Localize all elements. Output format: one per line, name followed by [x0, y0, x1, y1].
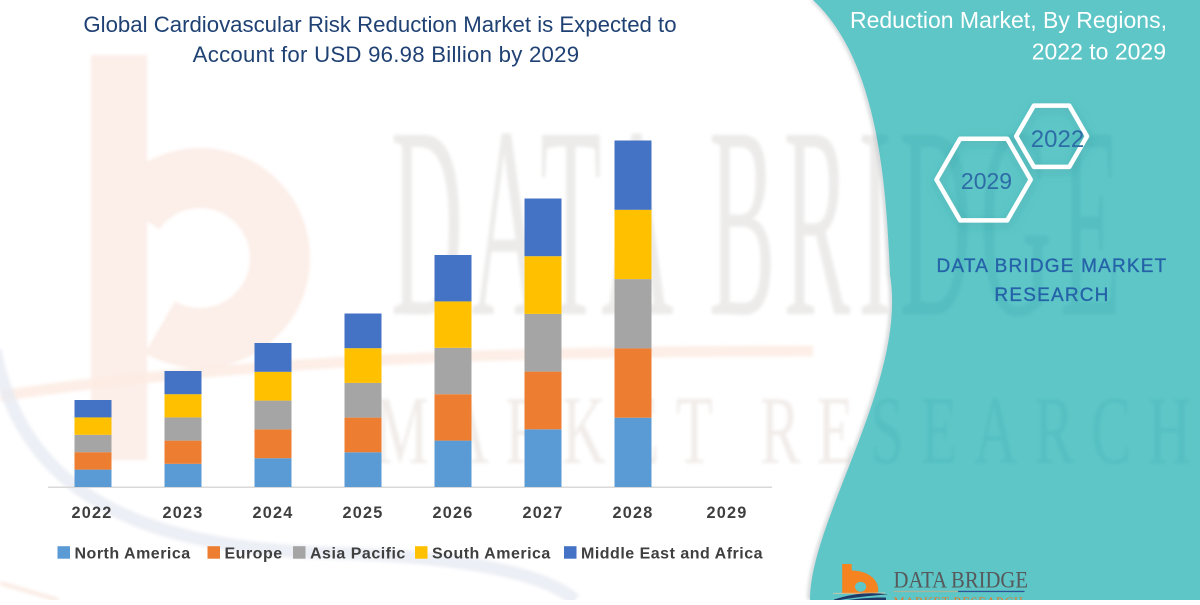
svg-text:2022: 2022 — [1031, 126, 1084, 153]
svg-text:Global Cardiovascular Risk Red: Global Cardiovascular Risk Reduction Mar… — [83, 12, 676, 37]
svg-text:2028: 2028 — [612, 504, 653, 522]
svg-text:2024: 2024 — [252, 504, 293, 522]
svg-text:2022 to 2029: 2022 to 2029 — [1032, 39, 1166, 65]
svg-text:2023: 2023 — [162, 504, 203, 522]
svg-text:2022: 2022 — [71, 504, 112, 522]
svg-text:DATA BRIDGE MARKET: DATA BRIDGE MARKET — [937, 256, 1168, 277]
svg-text:MARKET RESEARCH: MARKET RESEARCH — [894, 595, 1024, 600]
svg-text:RESEARCH: RESEARCH — [994, 285, 1109, 306]
svg-text:2025: 2025 — [342, 504, 383, 522]
svg-text:Middle East and Africa: Middle East and Africa — [581, 545, 763, 562]
svg-text:Europe: Europe — [225, 545, 283, 562]
svg-text:2029: 2029 — [706, 504, 747, 522]
svg-text:2027: 2027 — [522, 504, 563, 522]
svg-text:Account for USD 96.98 Billion: Account for USD 96.98 Billion by 2029 — [193, 42, 580, 67]
svg-text:DATA BRIDGE: DATA BRIDGE — [894, 566, 1028, 593]
svg-text:South America: South America — [432, 545, 551, 562]
svg-text:Asia Pacific: Asia Pacific — [310, 545, 406, 562]
svg-text:2026: 2026 — [432, 504, 473, 522]
svg-text:Reduction Market, By Regions,: Reduction Market, By Regions, — [850, 7, 1167, 33]
svg-text:2029: 2029 — [961, 168, 1012, 194]
svg-text:North America: North America — [75, 545, 191, 562]
